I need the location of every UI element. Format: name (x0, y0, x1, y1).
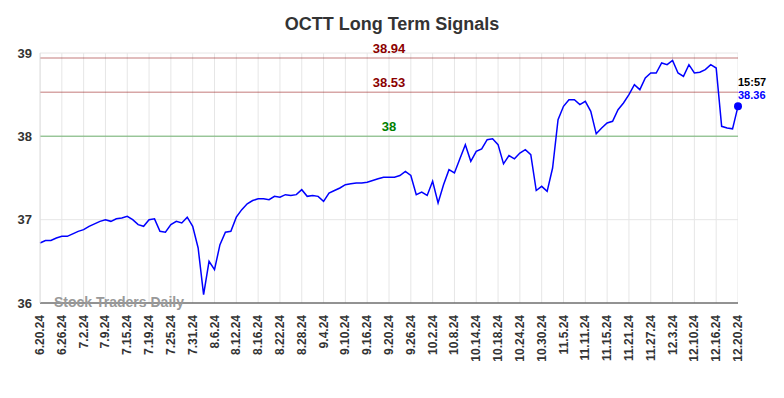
svg-text:10.18.24: 10.18.24 (491, 315, 505, 362)
svg-text:8.28.24: 8.28.24 (295, 315, 309, 355)
svg-text:7.9.24: 7.9.24 (98, 315, 112, 349)
svg-text:11.11.24: 11.11.24 (578, 315, 592, 361)
svg-text:10.2.24: 10.2.24 (426, 315, 440, 355)
svg-text:9.20.24: 9.20.24 (382, 315, 396, 355)
svg-text:9.4.24: 9.4.24 (317, 315, 331, 349)
svg-text:7.2.24: 7.2.24 (77, 315, 91, 349)
svg-text:10.14.24: 10.14.24 (469, 315, 483, 362)
svg-text:12.16.24: 12.16.24 (709, 315, 723, 362)
svg-text:11.21.24: 11.21.24 (622, 315, 636, 361)
svg-text:12.3.24: 12.3.24 (666, 315, 680, 355)
svg-text:11.5.24: 11.5.24 (557, 315, 571, 355)
svg-text:7.25.24: 7.25.24 (164, 315, 178, 355)
svg-text:38.36: 38.36 (738, 89, 766, 101)
svg-text:7.31.24: 7.31.24 (186, 315, 200, 355)
svg-text:36: 36 (18, 296, 32, 311)
svg-text:37: 37 (18, 212, 32, 227)
svg-text:12.20.24: 12.20.24 (731, 315, 745, 362)
svg-text:15:57: 15:57 (738, 76, 766, 88)
html-text:OCTT Long Term Signals: OCTT Long Term Signals (284, 14, 500, 34)
svg-text:12.10.24: 12.10.24 (687, 315, 701, 362)
svg-text:9.26.24: 9.26.24 (404, 315, 418, 355)
svg-text:38.94: 38.94 (373, 41, 406, 56)
svg-text:39: 39 (18, 46, 32, 61)
svg-text:7.19.24: 7.19.24 (142, 315, 156, 355)
html-text:Stock Traders Daily: Stock Traders Daily (54, 294, 184, 310)
svg-text:6.26.24: 6.26.24 (55, 315, 69, 355)
svg-text:8.6.24: 8.6.24 (208, 315, 222, 349)
svg-text:7.15.24: 7.15.24 (120, 315, 134, 355)
svg-text:38: 38 (18, 129, 32, 144)
svg-text:9.16.24: 9.16.24 (360, 315, 374, 355)
svg-text:11.27.24: 11.27.24 (644, 315, 658, 361)
svg-text:8.16.24: 8.16.24 (251, 315, 265, 355)
svg-text:38: 38 (382, 119, 396, 134)
svg-text:8.22.24: 8.22.24 (273, 315, 287, 355)
svg-text:8.12.24: 8.12.24 (229, 315, 243, 355)
svg-text:10.30.24: 10.30.24 (535, 315, 549, 362)
svg-text:10.8.24: 10.8.24 (447, 315, 461, 355)
svg-text:9.10.24: 9.10.24 (338, 315, 352, 355)
svg-text:10.24.24: 10.24.24 (513, 315, 527, 362)
svg-text:38.53: 38.53 (373, 75, 406, 90)
svg-text:6.20.24: 6.20.24 (33, 315, 47, 355)
svg-text:11.15.24: 11.15.24 (600, 315, 614, 361)
